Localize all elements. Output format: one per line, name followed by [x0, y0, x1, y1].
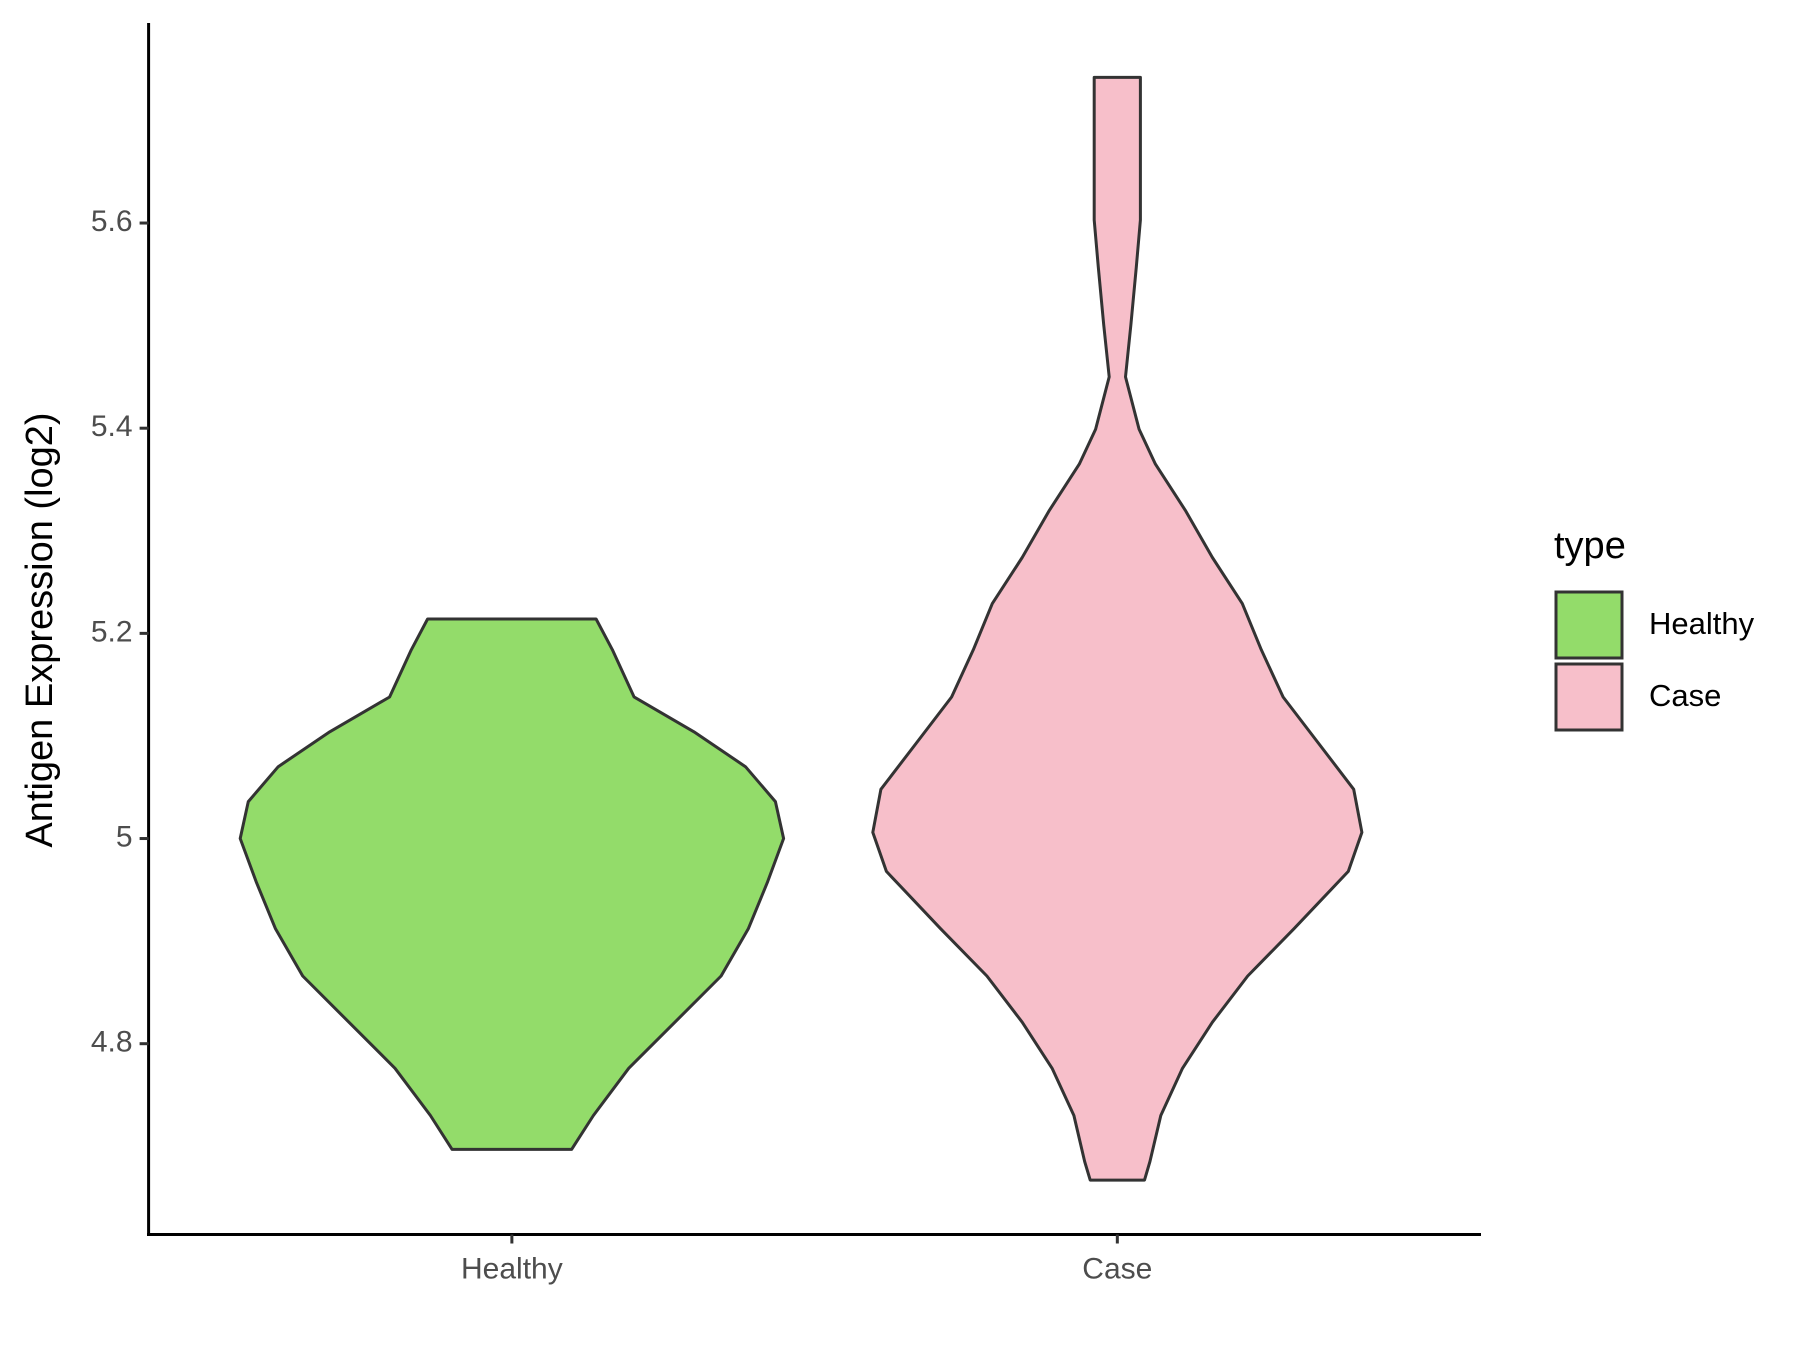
y-tick-label: 5.6: [91, 205, 133, 238]
violin: [238, 617, 786, 1151]
legend-key: [1554, 590, 1624, 660]
legend-label: Healthy: [1649, 606, 1755, 641]
x-tick-label: Healthy: [461, 1252, 563, 1285]
y-tick-label: 5.4: [91, 410, 133, 443]
x-tick-label: Case: [1082, 1252, 1152, 1285]
legend-title: type: [1554, 525, 1626, 567]
y-tick-label: 5: [116, 820, 133, 853]
y-tick-label: 4.8: [91, 1026, 133, 1059]
violin: [871, 75, 1364, 1182]
y-axis-title: Antigen Expression (log2): [19, 412, 61, 847]
legend-label: Case: [1649, 678, 1721, 713]
legend-key: [1554, 662, 1624, 732]
y-tick-label: 5.2: [91, 615, 133, 648]
